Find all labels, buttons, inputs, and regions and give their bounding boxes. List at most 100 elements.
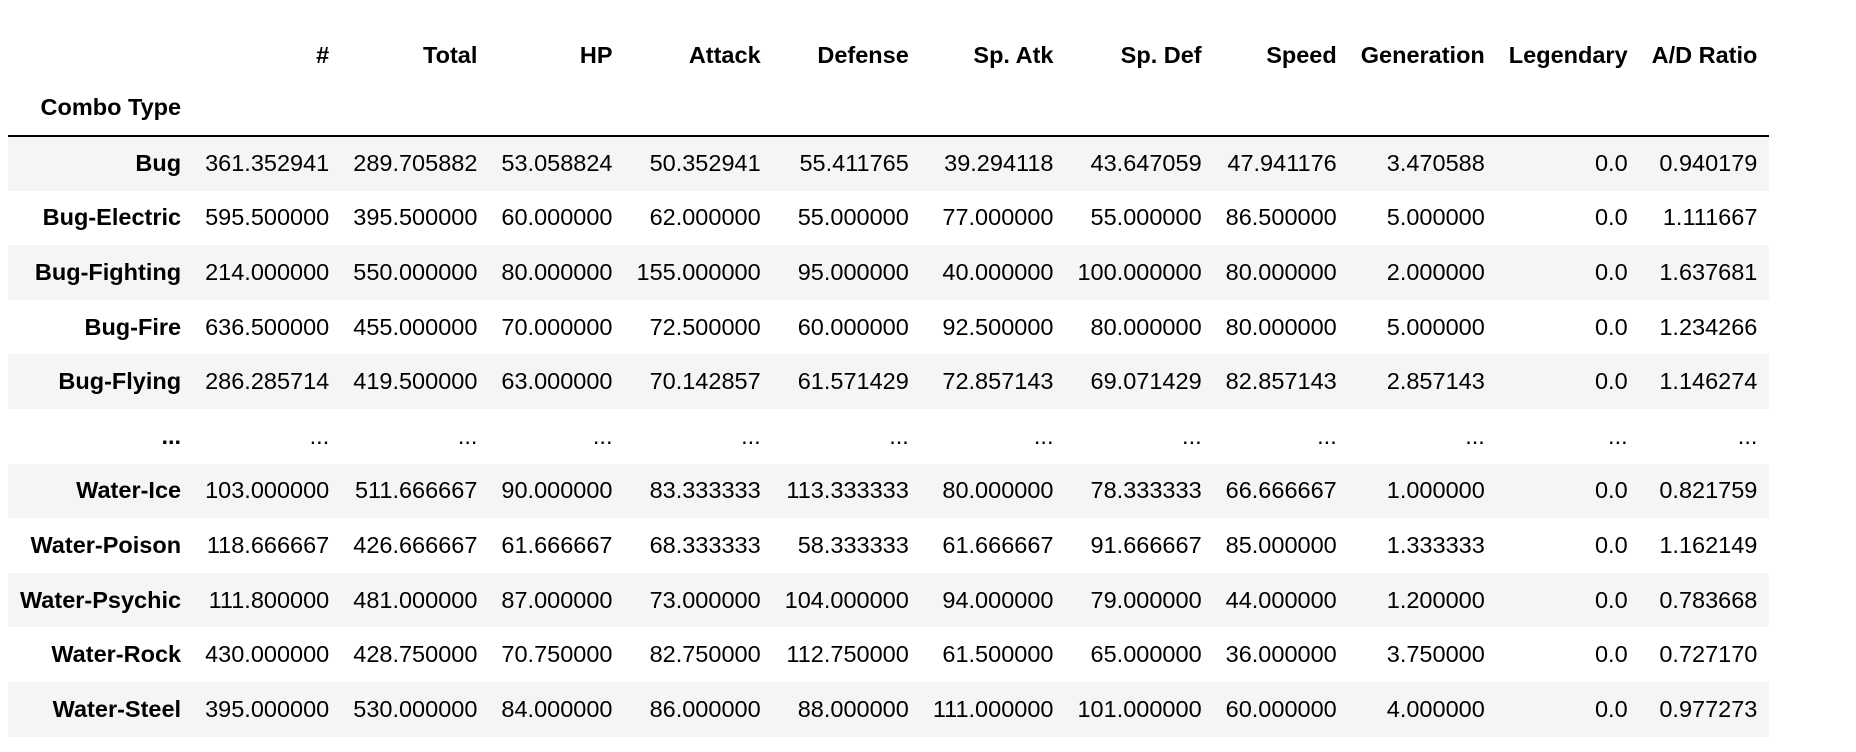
table-cell: 55.000000 xyxy=(797,204,909,231)
table-cell: ... xyxy=(1182,422,1202,449)
table-cell: 70.000000 xyxy=(501,313,613,340)
table-cell: 481.000000 xyxy=(353,586,478,613)
table-cell: ... xyxy=(1317,422,1337,449)
column-header: Sp. Atk xyxy=(973,41,1054,68)
table-cell: 0.0 xyxy=(1594,204,1628,231)
table-row: Water-Ice 103.000000 511.666667 90.000000 83… xyxy=(8,463,1770,519)
table-cell: 61.666667 xyxy=(942,531,1054,558)
table-cell: 86.000000 xyxy=(649,695,761,722)
row-index-label: Bug-Flying xyxy=(58,368,182,395)
table-cell: 80.000000 xyxy=(501,258,613,285)
table-cell: 0.977273 xyxy=(1659,695,1758,722)
table-cell: 289.705882 xyxy=(353,150,478,177)
row-index-label: Bug xyxy=(135,150,182,177)
table-cell: 80.000000 xyxy=(1090,313,1202,340)
table-cell: 94.000000 xyxy=(942,586,1054,613)
table-cell: 72.857143 xyxy=(942,368,1054,395)
table-cell: 111.800000 xyxy=(208,586,330,613)
table-row: Bug-Fighting 214.000000 550.000000 80.00000… xyxy=(8,245,1770,300)
table-cell: 0.0 xyxy=(1594,641,1628,668)
column-header: A/D Ratio xyxy=(1651,41,1758,68)
table-cell: 111.000000 xyxy=(932,695,1054,722)
table-cell: 103.000000 xyxy=(205,477,330,504)
column-header: HP xyxy=(579,41,613,68)
table-cell: 2.000000 xyxy=(1386,258,1485,285)
table-cell: 1.637681 xyxy=(1659,258,1758,285)
column-header: Total xyxy=(423,41,478,68)
table-cell: 61.666667 xyxy=(501,531,613,558)
column-header: Legendary xyxy=(1508,41,1628,68)
table-row: .................................... xyxy=(8,409,1769,464)
table-cell: 550.000000 xyxy=(353,258,478,285)
index-name-header: Combo Type xyxy=(8,80,194,137)
table-cell: 100.000000 xyxy=(1077,258,1202,285)
table-cell: 44.000000 xyxy=(1225,586,1337,613)
table-cell: 101.000000 xyxy=(1077,695,1202,722)
table-cell: 113.333333 xyxy=(786,477,909,504)
table-cell: 69.071429 xyxy=(1090,368,1202,395)
index-name-row: Combo Type xyxy=(8,80,1770,137)
table-cell: 426.666667 xyxy=(353,531,478,558)
table-cell: 86.500000 xyxy=(1225,204,1337,231)
table-cell: 595.500000 xyxy=(205,204,330,231)
table-cell: 428.750000 xyxy=(353,641,478,668)
table-cell: 0.727170 xyxy=(1659,641,1758,668)
dataframe-table: # Total HP Attack Defense Sp. Atk Sp. De… xyxy=(8,30,1770,737)
table-cell: ... xyxy=(1608,422,1628,449)
table-cell: 511.666667 xyxy=(354,477,478,504)
table-cell: 80.000000 xyxy=(1225,313,1337,340)
table-cell: 43.647059 xyxy=(1090,150,1202,177)
table-row: Water-Rock 430.000000 428.750000 70.750000 8… xyxy=(8,627,1769,682)
table-cell: 90.000000 xyxy=(501,477,613,504)
table-cell: 2.857143 xyxy=(1386,368,1485,395)
table-cell: 80.000000 xyxy=(1225,258,1337,285)
table-cell: 0.0 xyxy=(1594,313,1628,340)
table-cell: 95.000000 xyxy=(797,258,909,285)
table-cell: 83.333333 xyxy=(649,477,761,504)
table-cell: 66.666667 xyxy=(1225,477,1337,504)
table-cell: 0.940179 xyxy=(1659,150,1758,177)
table-cell: 1.000000 xyxy=(1386,477,1485,504)
table-row: Water-Poison 118.666667 426.666667 61.66666… xyxy=(8,518,1769,573)
table-cell: ... xyxy=(592,422,613,449)
table-cell: 68.333333 xyxy=(649,531,761,558)
row-index-label: Water-Steel xyxy=(52,695,182,722)
table-cell: 4.000000 xyxy=(1386,695,1485,722)
table-cell: 63.000000 xyxy=(501,368,613,395)
table-cell: 1.200000 xyxy=(1386,586,1485,613)
header-corner-blank xyxy=(8,30,193,80)
table-cell: 286.285714 xyxy=(205,368,330,395)
column-header: Attack xyxy=(688,41,761,68)
table-cell: 50.352941 xyxy=(649,150,761,177)
table-cell: 0.0 xyxy=(1594,531,1628,558)
table-row: Bug 361.352941 289.705882 53.058824 50.35294… xyxy=(8,136,1770,191)
table-cell: 82.857143 xyxy=(1225,368,1337,395)
row-index-label: Water-Ice xyxy=(76,477,182,504)
table-cell: 104.000000 xyxy=(784,586,909,613)
table-cell: 1.111667 xyxy=(1662,204,1758,231)
table-cell: 58.333333 xyxy=(797,531,909,558)
table-cell: 80.000000 xyxy=(942,477,1054,504)
table-cell: 79.000000 xyxy=(1090,586,1202,613)
table-cell: ... xyxy=(457,422,478,449)
table-cell: 118.666667 xyxy=(206,531,330,558)
table-cell: 5.000000 xyxy=(1386,204,1485,231)
table-cell: 1.162149 xyxy=(1659,531,1758,558)
table-cell: 60.000000 xyxy=(501,204,613,231)
table-cell: ... xyxy=(309,422,330,449)
table-row: Bug-Fire 636.500000 455.000000 70.000000 72.… xyxy=(8,300,1769,355)
table-cell: 87.000000 xyxy=(501,586,613,613)
table-cell: 455.000000 xyxy=(353,313,478,340)
table-cell: 0.0 xyxy=(1594,586,1628,613)
table-cell: 55.000000 xyxy=(1090,204,1202,231)
table-cell: 53.058824 xyxy=(501,150,613,177)
table-cell: 0.783668 xyxy=(1659,586,1758,613)
table-cell: 61.500000 xyxy=(942,641,1054,668)
table-cell: 47.941176 xyxy=(1227,150,1337,177)
table-cell: 112.750000 xyxy=(786,641,909,668)
table-cell: 70.142857 xyxy=(649,368,761,395)
table-cell: 62.000000 xyxy=(649,204,761,231)
table-cell: 361.352941 xyxy=(205,150,330,177)
row-index-label: Bug-Electric xyxy=(42,204,182,231)
table-row: Bug-Flying 286.285714 419.500000 63.000000 7… xyxy=(8,354,1770,409)
